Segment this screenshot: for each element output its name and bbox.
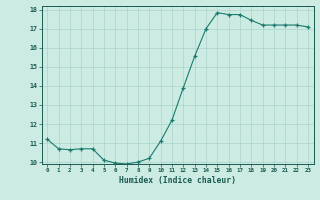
X-axis label: Humidex (Indice chaleur): Humidex (Indice chaleur) (119, 176, 236, 185)
